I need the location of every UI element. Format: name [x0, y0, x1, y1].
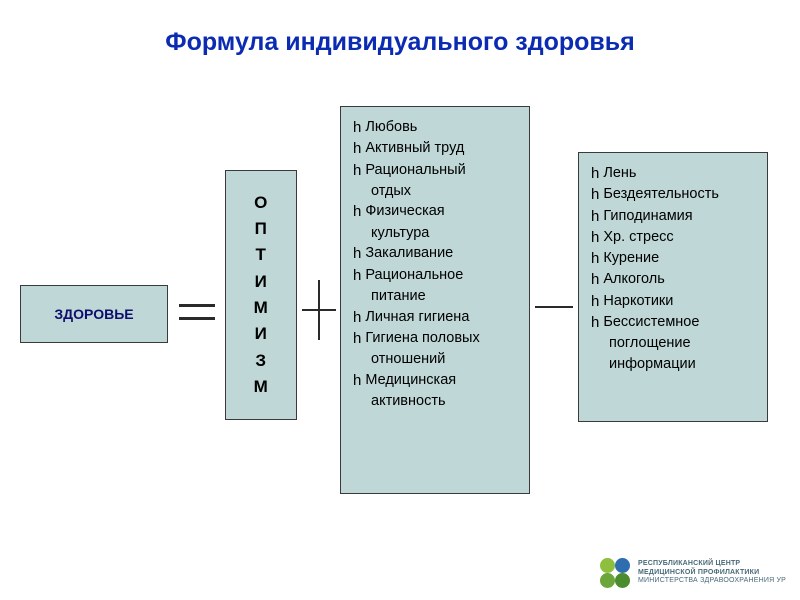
positive-factors-box: hЛюбовьhАктивный трудhРациональныйотдыхh…	[340, 106, 530, 494]
list-item: отношений	[353, 349, 519, 370]
list-item: hМедицинская	[353, 370, 519, 391]
list-item-text: Хр. стресс	[603, 227, 673, 248]
list-item-text: Любовь	[365, 117, 417, 138]
list-item-text: Наркотики	[603, 291, 673, 312]
list-item-text: Бессистемное	[603, 312, 699, 333]
optimism-letter: М	[254, 374, 269, 400]
equals-operator	[179, 300, 215, 324]
optimism-letter: И	[255, 321, 268, 347]
list-item: hБессистемное	[591, 312, 757, 333]
bullet-icon: h	[591, 291, 599, 312]
list-item: hЛичная гигиена	[353, 307, 519, 328]
optimism-letter: М	[254, 295, 269, 321]
list-item: поглощение	[591, 333, 757, 354]
bullet-icon: h	[591, 184, 599, 205]
list-item: hАлкоголь	[591, 269, 757, 290]
optimism-letter: П	[255, 216, 268, 242]
list-item: hРациональное	[353, 265, 519, 286]
list-item-text: Рациональный	[365, 160, 465, 181]
list-item-text: Личная гигиена	[365, 307, 469, 328]
bullet-icon: h	[353, 117, 361, 138]
page-title: Формула индивидуального здоровья	[0, 28, 800, 57]
plus-operator	[302, 280, 336, 340]
footer-logo: Республиканский центр медицинской профил…	[598, 556, 786, 590]
list-item: hРациональный	[353, 160, 519, 181]
list-item: hАктивный труд	[353, 138, 519, 159]
optimism-box: ОПТИМИЗМ	[225, 170, 297, 420]
optimism-letter: О	[254, 190, 268, 216]
list-item: hНаркотики	[591, 291, 757, 312]
list-item: hЛень	[591, 163, 757, 184]
clover-icon	[598, 556, 632, 590]
list-item-text: Гигиена половых	[365, 328, 479, 349]
bullet-icon: h	[591, 163, 599, 184]
list-item: hЗакаливание	[353, 243, 519, 264]
list-item: hХр. стресс	[591, 227, 757, 248]
health-label: ЗДОРОВЬЕ	[54, 306, 133, 322]
minus-operator	[535, 306, 573, 308]
bullet-icon: h	[591, 312, 599, 333]
list-item-text: Активный труд	[365, 138, 464, 159]
bullet-icon: h	[353, 370, 361, 391]
list-item-text: Рациональное	[365, 265, 463, 286]
bullet-icon: h	[591, 206, 599, 227]
bullet-icon: h	[353, 243, 361, 264]
list-item: hБездеятельность	[591, 184, 757, 205]
negative-factors-box: hЛеньhБездеятельностьhГиподинамияhХр. ст…	[578, 152, 768, 422]
optimism-letter: Т	[256, 242, 267, 268]
list-item-text: Гиподинамия	[603, 206, 692, 227]
bullet-icon: h	[353, 265, 361, 286]
bullet-icon: h	[353, 160, 361, 181]
list-item-text: Бездеятельность	[603, 184, 719, 205]
list-item: культура	[353, 223, 519, 244]
list-item-text: Медицинская	[365, 370, 456, 391]
bullet-icon: h	[353, 307, 361, 328]
bullet-icon: h	[353, 201, 361, 222]
list-item-text: Лень	[603, 163, 636, 184]
bullet-icon: h	[353, 328, 361, 349]
list-item: hЛюбовь	[353, 117, 519, 138]
list-item: отдых	[353, 181, 519, 202]
list-item-text: Курение	[603, 248, 659, 269]
bullet-icon: h	[591, 227, 599, 248]
list-item: hГиподинамия	[591, 206, 757, 227]
list-item: активность	[353, 391, 519, 412]
list-item: hФизическая	[353, 201, 519, 222]
logo-text: Республиканский центр медицинской профил…	[638, 560, 786, 586]
bullet-icon: h	[591, 269, 599, 290]
list-item: hКурение	[591, 248, 757, 269]
list-item: питание	[353, 286, 519, 307]
health-box: ЗДОРОВЬЕ	[20, 285, 168, 343]
optimism-letter: И	[255, 269, 268, 295]
list-item: hГигиена половых	[353, 328, 519, 349]
bullet-icon: h	[353, 138, 361, 159]
list-item-text: Физическая	[365, 201, 444, 222]
list-item-text: Алкоголь	[603, 269, 664, 290]
list-item-text: Закаливание	[365, 243, 453, 264]
optimism-letter: З	[255, 348, 266, 374]
bullet-icon: h	[591, 248, 599, 269]
list-item: информации	[591, 354, 757, 375]
